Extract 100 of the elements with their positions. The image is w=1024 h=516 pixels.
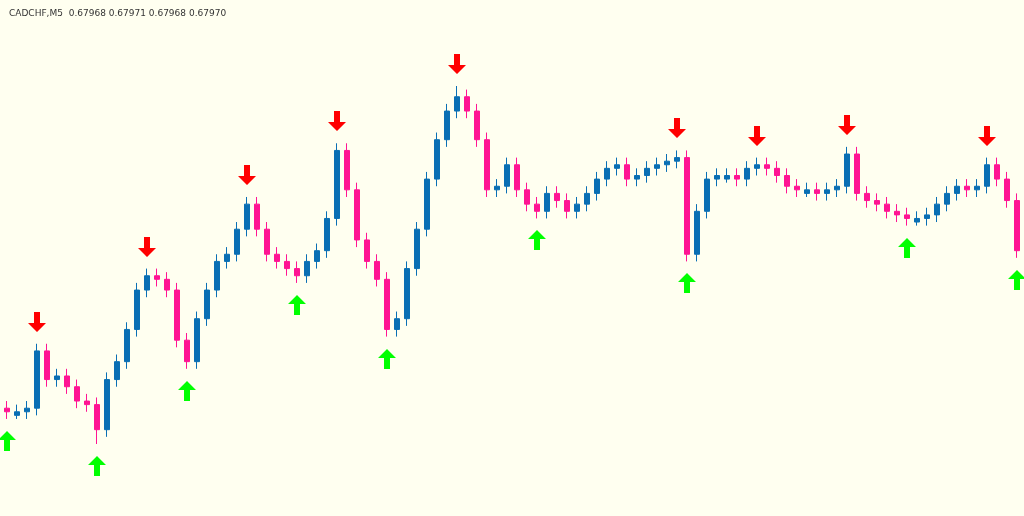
candlestick — [904, 207, 910, 227]
candlestick — [374, 253, 380, 287]
candlestick — [324, 210, 330, 259]
candlestick — [964, 178, 970, 198]
candlestick — [14, 404, 20, 420]
candlestick — [164, 271, 170, 298]
candlestick — [914, 210, 920, 227]
candlestick — [784, 167, 790, 194]
candlestick — [24, 400, 30, 420]
candlestick — [184, 332, 190, 370]
candlestick — [634, 167, 640, 187]
candlestick — [854, 146, 860, 202]
candlestick — [224, 246, 230, 270]
candlestick — [94, 396, 100, 445]
candlestick — [354, 182, 360, 248]
candlestick — [204, 282, 210, 327]
candlestick — [974, 178, 980, 198]
candlestick — [954, 178, 960, 202]
candlestick — [704, 171, 710, 219]
candlestick — [264, 221, 270, 262]
candlestick — [424, 171, 430, 237]
candlestick — [944, 185, 950, 212]
candlestick — [564, 192, 570, 219]
candlestick — [214, 253, 220, 298]
candlestick — [924, 207, 930, 227]
candlestick — [794, 178, 800, 198]
candlestick — [174, 282, 180, 348]
candlestick — [1004, 171, 1010, 209]
candlestick — [754, 157, 760, 176]
candlestick — [524, 182, 530, 212]
candlestick — [834, 178, 840, 198]
candlestick — [874, 192, 880, 212]
candlestick — [4, 400, 10, 420]
candlestick — [994, 157, 1000, 187]
candlestick — [114, 354, 120, 388]
candlestick — [344, 142, 350, 198]
candlestick — [484, 132, 490, 198]
candlestick — [844, 146, 850, 194]
chart-title: CADCHF,M5 0.67968 0.67971 0.67968 0.67970 — [9, 7, 227, 18]
candlestick — [84, 393, 90, 413]
candlestick — [744, 160, 750, 187]
candlestick — [364, 232, 370, 270]
candlestick — [274, 246, 280, 270]
candlestick — [404, 260, 410, 327]
candlestick — [664, 153, 670, 173]
candlestick — [824, 182, 830, 202]
candlestick — [74, 379, 80, 409]
candlestick — [644, 160, 650, 184]
candlestick — [504, 157, 510, 194]
candlestick — [694, 203, 700, 262]
candlestick — [674, 149, 680, 169]
candlestick — [444, 103, 450, 148]
candlestick — [594, 171, 600, 202]
candlestick — [144, 268, 150, 298]
candlestick — [544, 185, 550, 219]
candlestick — [884, 196, 890, 219]
candlestick — [554, 185, 560, 209]
candlestick — [734, 167, 740, 187]
candlestick — [534, 196, 540, 219]
candlestick — [54, 368, 60, 388]
candlestick — [124, 321, 130, 370]
candlestick — [304, 253, 310, 284]
candlestick — [654, 157, 660, 176]
candlestick — [434, 132, 440, 187]
candlestick — [814, 182, 820, 202]
candlestick — [574, 196, 580, 219]
candlestick — [774, 160, 780, 184]
candlestick — [234, 221, 240, 262]
candlestick — [474, 103, 480, 148]
candlestick — [194, 311, 200, 370]
candlestick — [984, 157, 990, 194]
candlestick — [604, 160, 610, 187]
candlestick — [414, 221, 420, 277]
candlestick — [254, 196, 260, 237]
candlestick — [894, 203, 900, 223]
candlestick — [494, 178, 500, 198]
candlestick — [614, 157, 620, 176]
candlestick — [584, 185, 590, 212]
candlestick — [764, 157, 770, 176]
candlestick — [44, 343, 50, 388]
candlestick — [334, 142, 340, 227]
candlestick — [624, 157, 630, 187]
candlestick — [684, 149, 690, 262]
candlestick — [284, 253, 290, 277]
candlestick — [804, 182, 810, 198]
candlestick — [724, 167, 730, 184]
candlestick — [34, 343, 40, 416]
candlestick — [294, 260, 300, 284]
candlestick — [714, 167, 720, 187]
candlestick — [154, 268, 160, 287]
candlestick — [64, 368, 70, 395]
candlestick — [314, 243, 320, 270]
candlestick — [104, 371, 110, 438]
candlestick — [464, 89, 470, 119]
candlestick — [134, 282, 140, 338]
candlestick — [394, 311, 400, 338]
candlestick — [934, 196, 940, 223]
candlestick — [244, 196, 250, 237]
candlestick — [514, 157, 520, 198]
candlestick — [864, 185, 870, 209]
